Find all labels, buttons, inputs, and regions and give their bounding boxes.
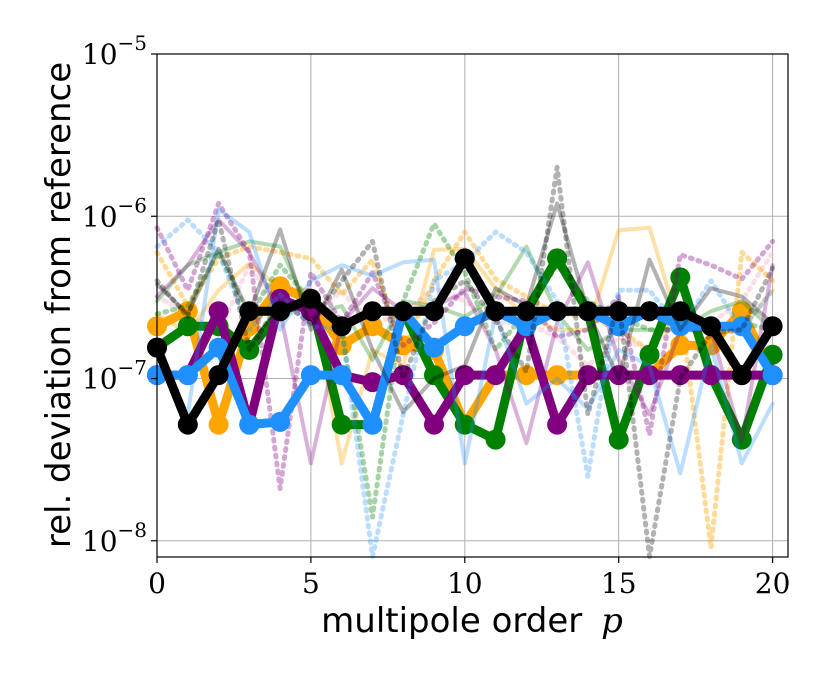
series-9-point-18 bbox=[701, 365, 721, 386]
series-15-point-3 bbox=[239, 301, 260, 322]
series-6-point-16 bbox=[639, 344, 660, 365]
x-tick-label-1: 5 bbox=[302, 567, 320, 600]
y-axis-label: rel. deviation from reference bbox=[39, 62, 79, 548]
series-9-point-14 bbox=[577, 365, 598, 386]
y-tick-label-2: 10−7 bbox=[82, 356, 147, 396]
x-tick-label-4: 20 bbox=[755, 567, 791, 600]
series-12-point-17 bbox=[670, 316, 691, 337]
x-axis-label-text: multipole order bbox=[321, 601, 582, 641]
series-15-point-15 bbox=[608, 301, 629, 322]
series-0 bbox=[154, 249, 776, 369]
series-9-point-7 bbox=[362, 372, 383, 393]
series-15-point-9 bbox=[424, 301, 444, 322]
series-6-point-10 bbox=[454, 414, 475, 435]
series-12-point-10 bbox=[454, 316, 475, 337]
y-tick-label-0: 10−5 bbox=[82, 31, 147, 71]
series-11 bbox=[155, 207, 775, 476]
series-12-point-7 bbox=[362, 414, 383, 435]
series-6-point-13 bbox=[547, 248, 568, 269]
series-9-point-15 bbox=[608, 365, 629, 386]
series-15-point-5 bbox=[300, 288, 321, 309]
x-axis-label-math: p bbox=[601, 601, 623, 641]
series-15-point-11 bbox=[485, 301, 506, 322]
series-14-line bbox=[155, 201, 775, 415]
series-9-point-17 bbox=[670, 365, 691, 386]
series-15-point-7 bbox=[362, 301, 383, 322]
series-3-point-17 bbox=[670, 335, 691, 356]
series-15-point-6 bbox=[331, 316, 352, 337]
series-15 bbox=[147, 248, 783, 435]
series-8-line bbox=[155, 217, 775, 466]
series-13-line bbox=[154, 164, 776, 559]
x-tick-label-2: 10 bbox=[447, 567, 483, 600]
series-9-point-8 bbox=[393, 365, 414, 386]
x-tick-label-3: 15 bbox=[601, 567, 637, 600]
series-6-point-6 bbox=[331, 414, 352, 435]
series-6-point-17 bbox=[670, 267, 691, 288]
series-15-point-18 bbox=[701, 316, 721, 337]
series-3-point-2 bbox=[208, 414, 229, 435]
series-0-line bbox=[154, 249, 776, 369]
series-3-point-6 bbox=[331, 335, 352, 356]
series-9-point-9 bbox=[424, 414, 444, 435]
x-tick-label-0: 0 bbox=[148, 567, 166, 600]
series-12-point-3 bbox=[239, 414, 260, 435]
series-15-point-13 bbox=[547, 301, 568, 322]
y-tick-label-3: 10−8 bbox=[82, 518, 147, 558]
series-3-point-12 bbox=[516, 365, 537, 386]
series-4 bbox=[154, 221, 776, 520]
series-15-point-14 bbox=[577, 301, 598, 322]
series-14 bbox=[155, 201, 775, 415]
plot-frame bbox=[156, 53, 789, 558]
series-15-point-19 bbox=[731, 365, 752, 386]
series-6-point-11 bbox=[485, 429, 506, 450]
series-15-point-8 bbox=[393, 301, 414, 322]
series-12-point-12 bbox=[516, 316, 537, 337]
series-15-point-16 bbox=[639, 301, 660, 322]
series-3-point-7 bbox=[362, 316, 383, 337]
series-6-point-19 bbox=[731, 429, 752, 450]
series-15-point-1 bbox=[177, 414, 198, 435]
series-8 bbox=[155, 217, 775, 466]
series-12-point-6 bbox=[331, 365, 352, 386]
series-9-point-11 bbox=[485, 365, 506, 386]
series-12-point-19 bbox=[731, 316, 752, 337]
series-9-point-16 bbox=[639, 365, 660, 386]
series-15-point-2 bbox=[208, 365, 229, 386]
series-6-point-15 bbox=[608, 429, 629, 450]
x-axis-label: multipole order p bbox=[321, 601, 623, 641]
series-9-point-2 bbox=[208, 301, 229, 322]
series-12-point-1 bbox=[177, 365, 198, 386]
y-tick-labels: 10−5 10−6 10−7 10−8 bbox=[82, 31, 157, 558]
series-13 bbox=[154, 164, 776, 559]
series-15-point-12 bbox=[516, 301, 537, 322]
series-4-line bbox=[154, 221, 776, 520]
series-9-point-10 bbox=[454, 365, 475, 386]
series-6-point-9 bbox=[424, 365, 444, 386]
series-9-point-13 bbox=[547, 414, 568, 435]
series-15-point-10 bbox=[454, 248, 475, 269]
series-15-point-17 bbox=[670, 301, 691, 322]
series-12-point-20 bbox=[762, 365, 783, 386]
series-12-point-9 bbox=[424, 337, 444, 358]
series-12-point-2 bbox=[208, 337, 229, 358]
series-3-point-13 bbox=[547, 365, 568, 386]
series-12-point-4 bbox=[270, 411, 291, 432]
series-12-point-5 bbox=[300, 365, 321, 386]
y-tick-label-1: 10−6 bbox=[82, 193, 147, 233]
series-15-point-20 bbox=[762, 316, 783, 337]
series-11-line bbox=[155, 207, 775, 476]
x-tick-labels: 0 5 10 15 20 bbox=[148, 557, 790, 600]
series-layer bbox=[147, 164, 783, 559]
series-15-point-4 bbox=[270, 301, 291, 322]
series-6-point-3 bbox=[239, 339, 260, 360]
series-12-point-15 bbox=[608, 316, 629, 337]
series-3-point-19 bbox=[731, 301, 752, 322]
series-6-point-1 bbox=[177, 316, 198, 337]
series-3-point-1 bbox=[177, 301, 198, 322]
